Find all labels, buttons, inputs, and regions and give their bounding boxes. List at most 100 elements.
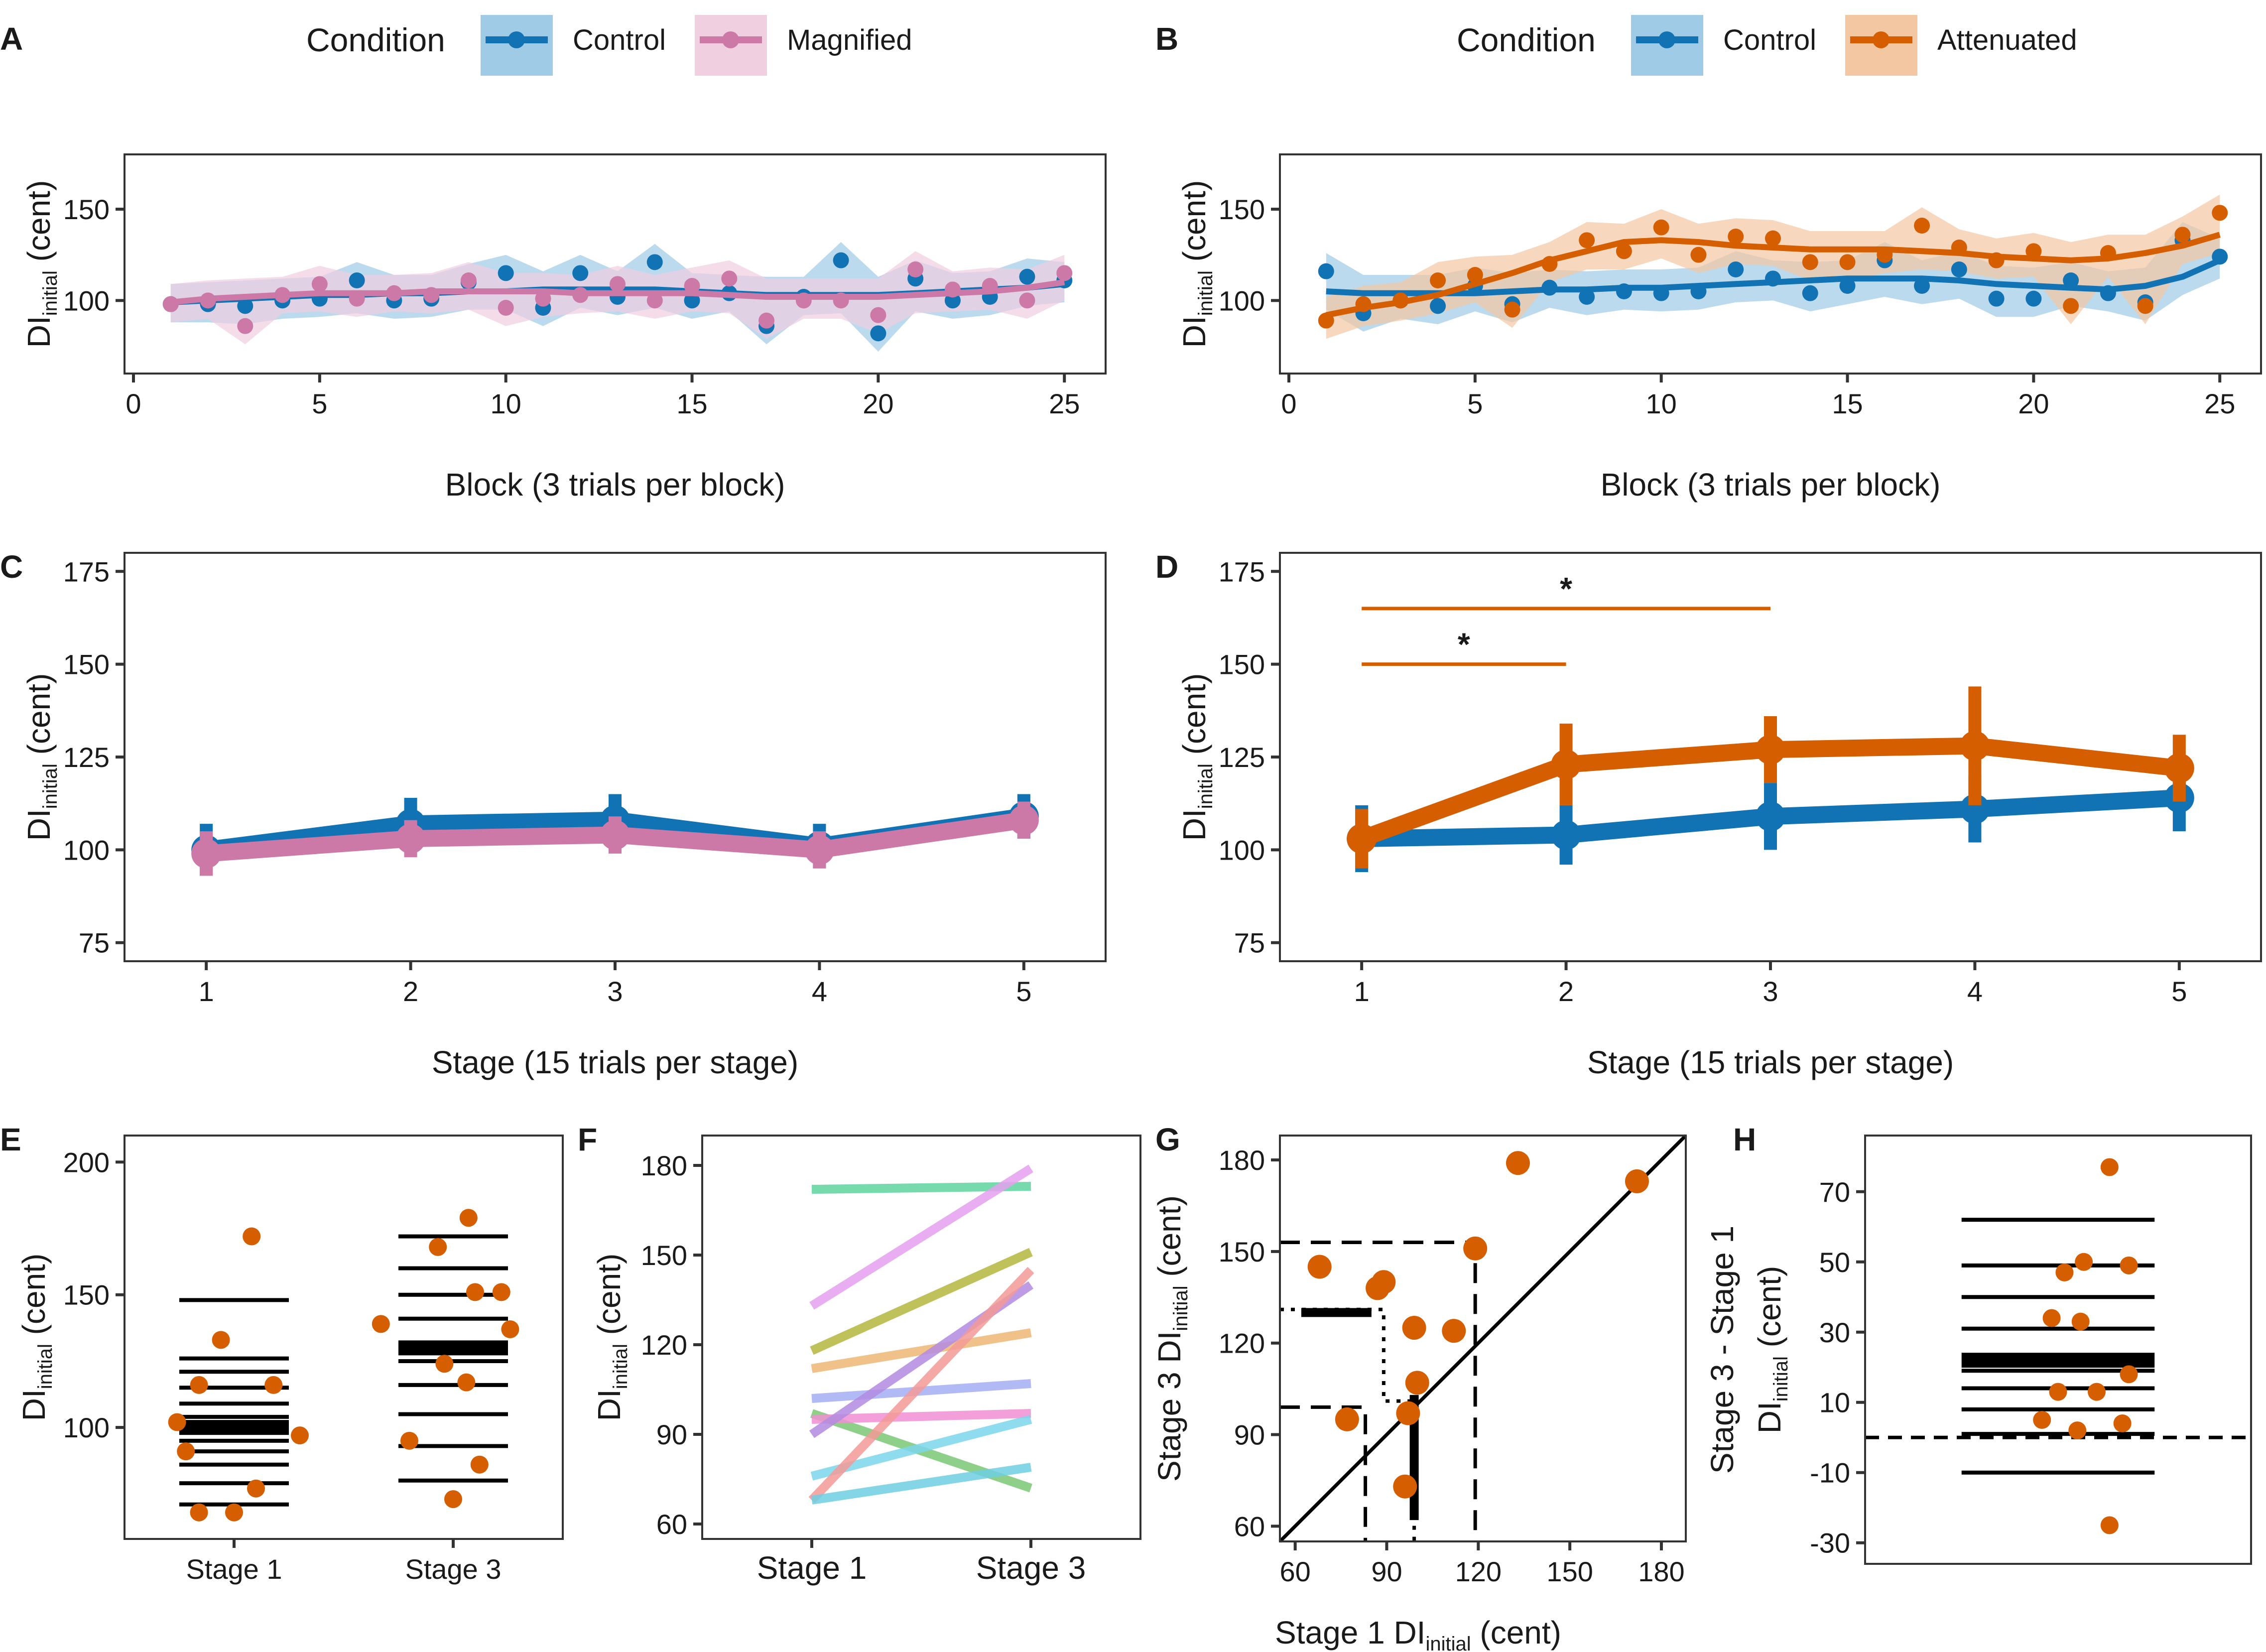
panel-d-xtick-label-3: 4 (1967, 976, 1983, 1007)
panel-label-g: G (1155, 1122, 1180, 1157)
panel-f-subject-line-1 (809, 1164, 1033, 1310)
panel-a-magnified-point (610, 276, 626, 292)
panel-b: 100 150 0 5 10 15 20 25 Block (3 trials per bloc… (1176, 153, 2262, 503)
panel-g-point (1335, 1407, 1359, 1431)
panel-b-attenuated-point (1430, 272, 1446, 288)
panel-d-xtick-label-0: 1 (1354, 976, 1370, 1007)
panel-g-frame (1279, 1135, 1687, 1542)
panel-e-xtick-label-1: Stage 3 (405, 1553, 501, 1585)
panel-label-h: H (1733, 1122, 1756, 1157)
panel-a-magnified-point (833, 292, 849, 309)
panel-h-point (2033, 1410, 2051, 1429)
panel-e-point (168, 1413, 186, 1431)
panel-a-magnified-point (1019, 292, 1035, 309)
panel-a-magnified-point (870, 307, 886, 323)
panel-e-point (457, 1373, 476, 1392)
panel-h-point (2042, 1309, 2061, 1327)
panel-e-ytick-label-0: 100 (63, 1412, 110, 1443)
panel-e-point (372, 1315, 390, 1333)
panel-c-ytick-label-4: 175 (63, 556, 110, 587)
panel-a-ylabel: DIinitial (cent) (21, 180, 61, 348)
panel-d-ytick-label-4: 175 (1219, 556, 1265, 587)
panel-h-point (2088, 1383, 2106, 1401)
legend-a-magnified-label: Magnified (787, 24, 912, 56)
panel-b-control-point (1579, 289, 1595, 305)
panel-g-point (1625, 1169, 1649, 1193)
panel-b-attenuated-point (1616, 243, 1632, 259)
panel-b-ylabel: DIinitial (cent) (1176, 180, 1217, 348)
panel-h-ylabel-line1: Stage 3 - Stage 1 (1704, 1226, 1740, 1474)
legend-a-magnified-key-dot (722, 31, 739, 48)
panel-h-ytick-label-1: -10 (1810, 1457, 1850, 1489)
panel-f-ylabel: DIinitial (cent) (591, 1254, 631, 1421)
panel-g-ylabel: Stage 3 DIinitial (cent) (1151, 1195, 1192, 1482)
panel-b-xtick-label-3: 15 (1832, 388, 1863, 419)
panel-b-attenuated-point (1355, 296, 1372, 312)
panel-d-attenuated-point (1347, 824, 1377, 854)
panel-h: -30 -10 10 30 50 70 DIinitial (cent) Stage 3 - … (1704, 1135, 2252, 1565)
panel-c-ylabel: DIinitial (cent) (21, 673, 61, 841)
panel-b-control-point (2063, 272, 2079, 288)
panel-label-f: F (578, 1122, 597, 1157)
panel-b-attenuated-point (1988, 252, 2005, 268)
panel-h-ytick-label-2: 10 (1819, 1387, 1850, 1418)
panel-b-xtick-label-2: 10 (1646, 388, 1677, 419)
panel-h-ytick-label-4: 50 (1819, 1247, 1850, 1278)
panel-a-magnified-point (758, 312, 775, 329)
panel-b-attenuated-point (1690, 247, 1707, 263)
panel-b-control-point (1988, 290, 2005, 307)
panel-c-ytick-label-2: 125 (63, 742, 110, 773)
panel-b-control-point (1653, 285, 1669, 301)
panel-e-point (459, 1209, 478, 1227)
panel-label-b: B (1155, 21, 1178, 57)
panel-b-attenuated-smooth-line (1325, 232, 2221, 318)
panel-g-xtick-label-4: 180 (1638, 1556, 1684, 1587)
panel-a-magnified-point (237, 318, 253, 334)
panel-g-xtick-label-1: 90 (1371, 1556, 1402, 1587)
panel-g-point (1372, 1270, 1396, 1294)
panel-b-control-point (1318, 263, 1334, 279)
panel-label-c: C (0, 549, 23, 585)
panel-b-control-point (2212, 249, 2228, 265)
legend-b-control-key-dot (1658, 31, 1675, 48)
panel-b-attenuated-point (1392, 292, 1409, 309)
panel-b-attenuated-point (1765, 230, 1781, 247)
panel-a-control-point (646, 254, 663, 270)
panel-a-magnified-point (1056, 265, 1073, 281)
panel-c-xtick-label-2: 3 (607, 976, 623, 1007)
panel-a-magnified-point (349, 290, 365, 307)
panel-d-attenuated-point (1551, 749, 1581, 779)
panel-a-control-point (572, 265, 589, 281)
panel-g-ytick-label-1: 90 (1234, 1419, 1265, 1451)
panel-h-ylabel: DIinitial (cent) (1752, 1266, 1792, 1434)
panel-f-ytick-label-2: 120 (641, 1329, 687, 1361)
panel-c-ytick-label-1: 100 (63, 834, 110, 866)
panel-f-ytick-label-1: 90 (656, 1419, 687, 1450)
panel-a-control-point (498, 265, 514, 281)
panel-g-point (1402, 1316, 1426, 1340)
panel-a-magnified-point (795, 292, 812, 309)
panel-c-xtick-label-1: 2 (403, 976, 418, 1007)
panel-g-point (1463, 1236, 1488, 1261)
panel-a-xlabel: Block (3 trials per block) (445, 467, 785, 503)
panel-h-point (2100, 1516, 2119, 1534)
panel-d-control-point (1960, 794, 1990, 824)
panel-d-control-point (1551, 820, 1581, 850)
panel-a-xtick-label-4: 20 (863, 388, 893, 419)
panel-h-point (2055, 1263, 2074, 1281)
panel-b-ytick-label-1: 150 (1219, 194, 1265, 225)
panel-g-ytick-label-3: 150 (1219, 1236, 1265, 1268)
panel-g-point (1506, 1151, 1530, 1175)
panel-g-identity-line (1278, 1134, 1687, 1543)
panel-b-control-point (1802, 285, 1818, 301)
panel-f-xtick-label-0: Stage 1 (757, 1550, 867, 1586)
panel-a-control-point (870, 325, 886, 342)
panel-d-ytick-label-3: 150 (1219, 649, 1265, 680)
panel-g-point (1405, 1371, 1429, 1395)
panel-b-attenuated-point (2212, 205, 2228, 221)
panel-c-frame (124, 552, 1107, 962)
panel-a-magnified-point (311, 276, 328, 292)
panel-h-point (2113, 1414, 2132, 1433)
panel-a-xtick-label-2: 10 (491, 388, 521, 419)
panel-d-attenuated-point (2164, 753, 2194, 783)
